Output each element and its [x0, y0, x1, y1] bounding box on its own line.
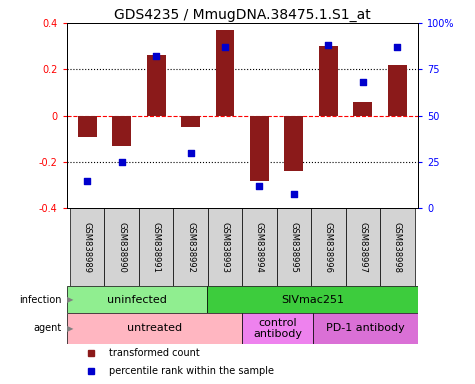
Text: GSM838989: GSM838989	[83, 222, 92, 273]
Text: agent: agent	[34, 323, 62, 333]
Text: untreated: untreated	[127, 323, 182, 333]
Text: control
antibody: control antibody	[253, 318, 302, 339]
Point	[290, 190, 298, 197]
Point	[84, 177, 91, 184]
Point	[118, 159, 125, 165]
Title: GDS4235 / MmugDNA.38475.1.S1_at: GDS4235 / MmugDNA.38475.1.S1_at	[114, 8, 370, 22]
Point	[256, 183, 263, 189]
Bar	[104, 209, 139, 286]
Text: SIVmac251: SIVmac251	[281, 295, 344, 305]
Bar	[78, 116, 96, 137]
Text: ▶: ▶	[67, 295, 74, 305]
Text: PD-1 antibody: PD-1 antibody	[326, 323, 405, 333]
Bar	[112, 116, 131, 146]
Bar	[208, 209, 242, 286]
Bar	[319, 46, 338, 116]
Point	[359, 79, 367, 85]
Bar	[242, 209, 277, 286]
Point	[152, 53, 160, 60]
Bar	[181, 116, 200, 127]
Text: percentile rank within the sample: percentile rank within the sample	[109, 366, 274, 376]
Bar	[353, 102, 372, 116]
Point	[187, 150, 194, 156]
Bar	[207, 286, 418, 313]
Text: GSM838995: GSM838995	[289, 222, 298, 273]
Text: transformed count: transformed count	[109, 348, 200, 358]
Text: infection: infection	[19, 295, 62, 305]
Bar	[70, 209, 104, 286]
Text: GSM838991: GSM838991	[152, 222, 161, 273]
Text: GSM838990: GSM838990	[117, 222, 126, 273]
Text: GSM838992: GSM838992	[186, 222, 195, 273]
Text: GSM838993: GSM838993	[220, 222, 229, 273]
Point	[221, 44, 229, 50]
Point	[324, 42, 332, 48]
Text: GSM838996: GSM838996	[324, 222, 333, 273]
Bar	[66, 286, 207, 313]
Bar	[285, 116, 304, 171]
Bar	[311, 209, 346, 286]
Bar	[139, 209, 173, 286]
Text: GSM838997: GSM838997	[358, 222, 367, 273]
Text: ▶: ▶	[67, 324, 74, 333]
Point	[393, 44, 401, 50]
Bar	[380, 209, 415, 286]
Bar	[250, 116, 269, 180]
Text: GSM838994: GSM838994	[255, 222, 264, 273]
Bar	[173, 209, 208, 286]
Bar	[242, 313, 313, 344]
Bar	[277, 209, 311, 286]
Bar	[346, 209, 380, 286]
Bar	[147, 55, 166, 116]
Text: GSM838998: GSM838998	[393, 222, 402, 273]
Bar	[66, 313, 242, 344]
Bar	[216, 30, 235, 116]
Bar	[388, 65, 407, 116]
Text: uninfected: uninfected	[107, 295, 167, 305]
Bar	[313, 313, 418, 344]
